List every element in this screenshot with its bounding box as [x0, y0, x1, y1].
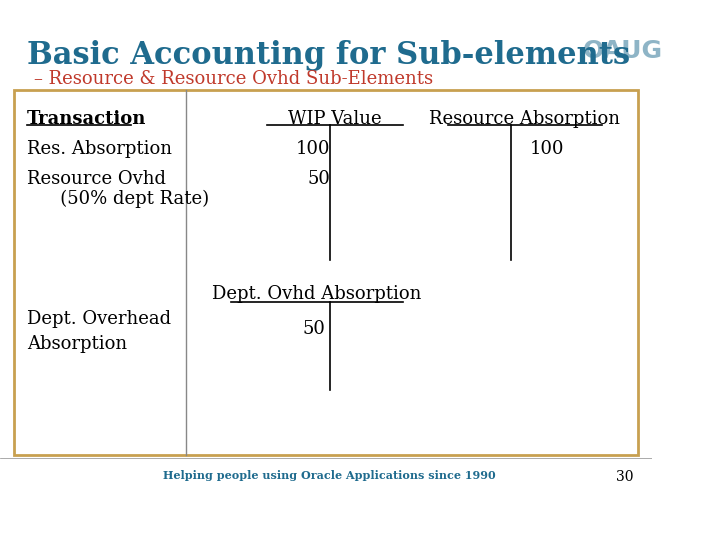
Text: WIP Value: WIP Value: [288, 110, 382, 128]
Text: 100: 100: [529, 140, 564, 158]
FancyBboxPatch shape: [14, 90, 638, 455]
Text: Transaction: Transaction: [27, 110, 147, 128]
Text: Dept. Ovhd Absorption: Dept. Ovhd Absorption: [212, 285, 421, 303]
Text: Absorption: Absorption: [27, 335, 127, 353]
Text: 50: 50: [303, 320, 326, 338]
Text: Resource Ovhd: Resource Ovhd: [27, 170, 166, 188]
Text: – Resource & Resource Ovhd Sub-Elements: – Resource & Resource Ovhd Sub-Elements: [35, 70, 433, 88]
Text: Basic Accounting for Sub-elements: Basic Accounting for Sub-elements: [27, 40, 630, 71]
Text: Res. Absorption: Res. Absorption: [27, 140, 172, 158]
Text: (50% dept Rate): (50% dept Rate): [43, 190, 210, 208]
Text: 30: 30: [616, 470, 634, 484]
Text: OAUG: OAUG: [582, 39, 663, 63]
Text: Resource Absorption: Resource Absorption: [429, 110, 621, 128]
Text: 100: 100: [296, 140, 330, 158]
Text: 50: 50: [307, 170, 330, 188]
Text: Helping people using Oracle Applications since 1990: Helping people using Oracle Applications…: [163, 470, 495, 481]
Text: Dept. Overhead: Dept. Overhead: [27, 310, 171, 328]
